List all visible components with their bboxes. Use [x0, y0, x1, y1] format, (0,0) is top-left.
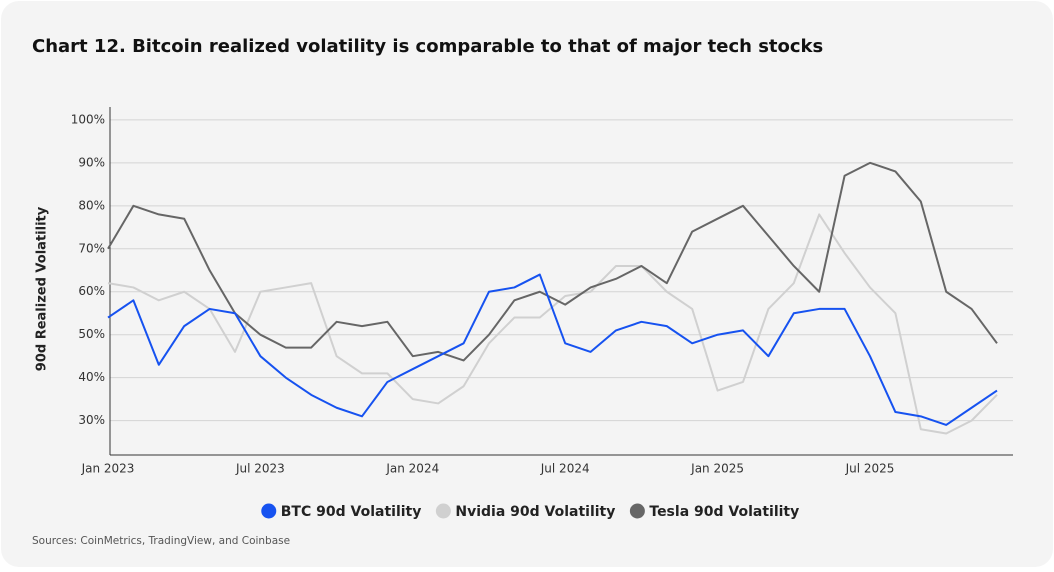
- legend-swatch: [629, 503, 645, 519]
- y-tick-label: 40%: [78, 370, 105, 384]
- source: Sources: CoinMetrics, TradingView, and C…: [32, 535, 290, 547]
- y-tick-label: 90%: [78, 155, 105, 169]
- legend-item: BTC 90d Volatility: [261, 503, 422, 520]
- y-tick-label: 100%: [71, 112, 105, 126]
- y-tick-label: 80%: [78, 198, 105, 212]
- y-tick-label: 70%: [78, 241, 105, 255]
- x-tick-label: Jul 2023: [235, 462, 285, 476]
- legend-label: Nvidia 90d Volatility: [455, 504, 615, 520]
- x-tick-label: Jan 2025: [690, 462, 744, 476]
- legend: BTC 90d Volatility Nvidia 90d Volatility T…: [261, 503, 799, 520]
- legend-item: Nvidia 90d Volatility: [435, 503, 615, 520]
- x-tick-label: Jul 2025: [845, 462, 895, 476]
- legend-swatch: [261, 503, 277, 519]
- series-line: [107, 161, 998, 362]
- x-tick-label: Jan 2023: [81, 462, 135, 476]
- y-tick-label: 60%: [78, 284, 105, 298]
- series-line: [107, 273, 998, 426]
- y-tick-label: 30%: [78, 413, 105, 427]
- legend-label: Tesla 90d Volatility: [649, 504, 799, 520]
- chart-title: Chart 12. Bitcoin realized volatility is…: [32, 36, 823, 57]
- legend-item: Tesla 90d Volatility: [629, 503, 799, 520]
- x-tick-label: Jan 2024: [385, 462, 439, 476]
- legend-label: BTC 90d Volatility: [281, 504, 422, 520]
- legend-swatch: [435, 503, 451, 519]
- y-tick-label: 50%: [78, 327, 105, 341]
- x-tick-label: Jul 2024: [540, 462, 590, 476]
- y-axis-label: 90d Realized Volatility: [35, 206, 50, 371]
